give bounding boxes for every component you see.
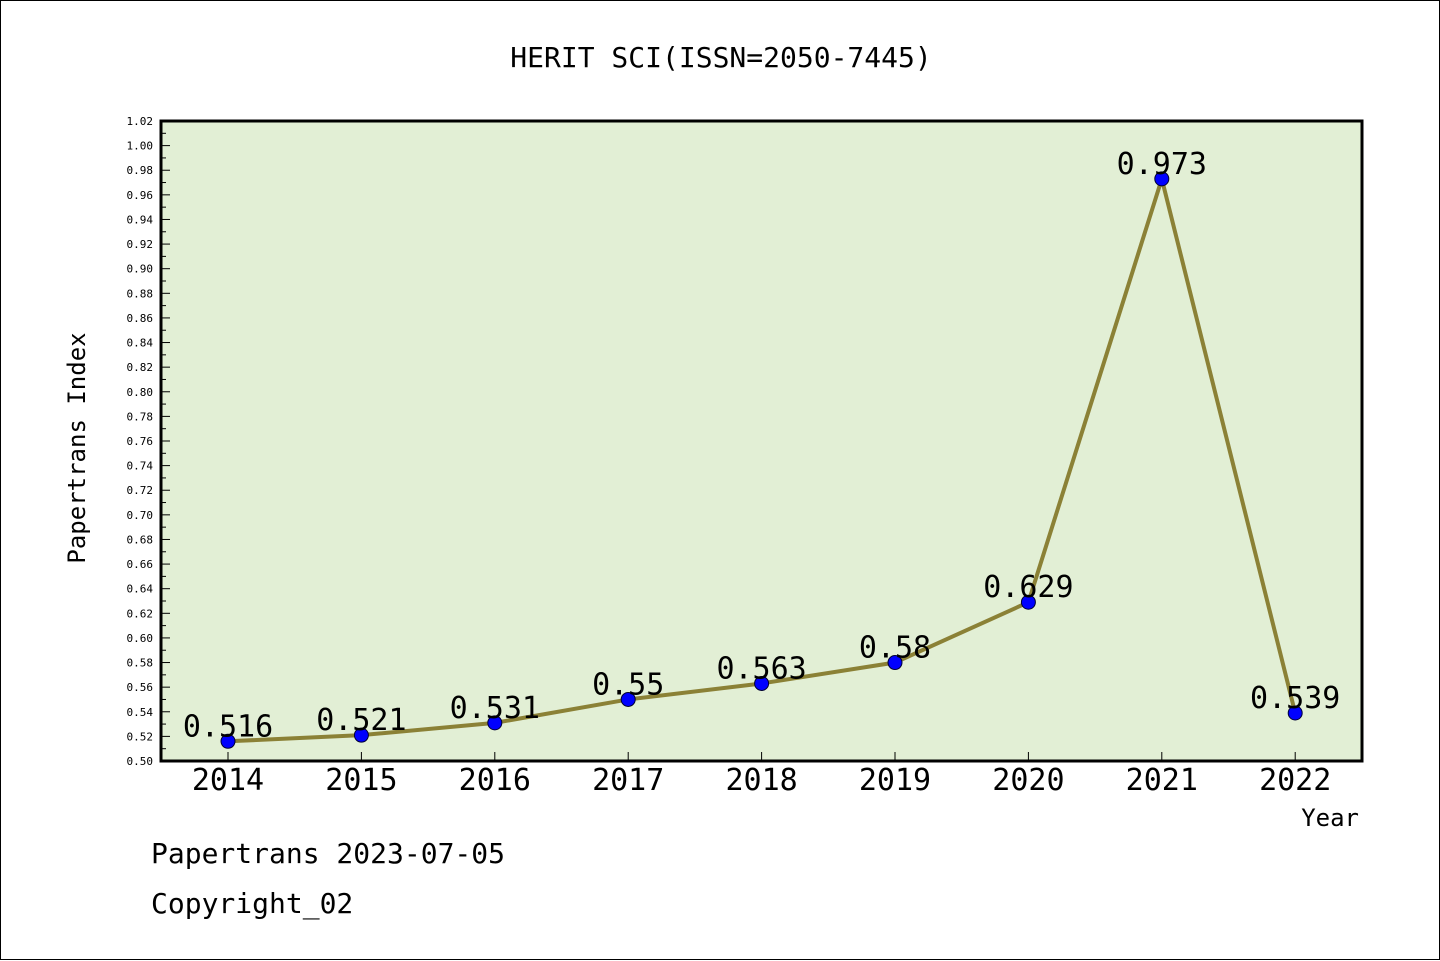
y-tick-label: 0.92	[127, 238, 154, 251]
data-point	[353, 727, 369, 743]
x-tick-label: 2017	[592, 763, 664, 798]
y-tick-label: 0.90	[127, 263, 154, 276]
data-label: 0.629	[983, 570, 1073, 605]
y-tick-label: 0.88	[127, 287, 154, 300]
y-tick-label: 0.68	[127, 533, 154, 546]
data-label: 0.521	[316, 703, 406, 738]
data-label: 0.531	[450, 691, 540, 726]
data-point	[754, 675, 770, 691]
data-label: 0.516	[183, 709, 273, 744]
data-point	[1020, 594, 1036, 610]
data-point	[1154, 171, 1170, 187]
y-tick-label: 1.02	[127, 115, 154, 128]
y-tick-label: 0.94	[127, 213, 154, 226]
data-point	[1287, 705, 1303, 721]
y-tick-label: 0.66	[127, 558, 154, 571]
x-axis-label: Year	[1301, 804, 1359, 832]
footer-date: Papertrans 2023-07-05	[151, 837, 506, 870]
data-label: 0.539	[1250, 681, 1340, 716]
x-tick-label: 2015	[325, 763, 397, 798]
data-point	[887, 655, 903, 671]
x-tick-label: 2016	[459, 763, 531, 798]
y-axis-label: Papertrans Index	[63, 332, 91, 563]
y-tick-label: 0.70	[127, 509, 154, 522]
y-tick-label: 0.60	[127, 632, 154, 645]
y-tick-label: 0.64	[127, 583, 154, 596]
y-tick-label: 0.76	[127, 435, 154, 448]
y-tick-label: 0.72	[127, 484, 154, 497]
x-tick-label: 2019	[859, 763, 931, 798]
y-tick-label: 0.82	[127, 361, 154, 374]
data-label: 0.973	[1117, 147, 1207, 182]
x-tick-label: 2022	[1259, 763, 1331, 798]
y-tick-label: 0.96	[127, 189, 154, 202]
y-tick-label: 0.52	[127, 730, 154, 743]
data-label: 0.563	[716, 651, 806, 686]
x-tick-label: 2020	[992, 763, 1064, 798]
x-tick-label: 2018	[725, 763, 797, 798]
y-tick-label: 1.00	[127, 140, 154, 153]
y-tick-label: 0.84	[127, 337, 154, 350]
y-tick-label: 0.86	[127, 312, 154, 325]
y-tick-label: 0.62	[127, 607, 154, 620]
y-tick-label: 0.74	[127, 460, 154, 473]
plot-border	[159, 119, 1364, 763]
y-tick-label: 0.98	[127, 164, 154, 177]
data-point	[487, 715, 503, 731]
y-tick-label: 0.78	[127, 410, 154, 423]
y-tick-label: 0.56	[127, 681, 154, 694]
footer-copyright: Copyright_02	[151, 887, 354, 920]
plot-area	[161, 121, 1362, 761]
y-tick-label: 0.80	[127, 386, 154, 399]
x-tick-label: 2014	[192, 763, 264, 798]
y-tick-label: 0.58	[127, 657, 154, 670]
data-point	[620, 691, 636, 707]
chart-title: HERIT SCI(ISSN=2050-7445)	[510, 41, 931, 74]
data-label: 0.58	[859, 631, 931, 666]
data-label: 0.55	[592, 667, 664, 702]
y-tick-label: 0.50	[127, 755, 154, 768]
data-point	[220, 733, 236, 749]
x-tick-label: 2021	[1126, 763, 1198, 798]
y-tick-label: 0.54	[127, 706, 154, 719]
